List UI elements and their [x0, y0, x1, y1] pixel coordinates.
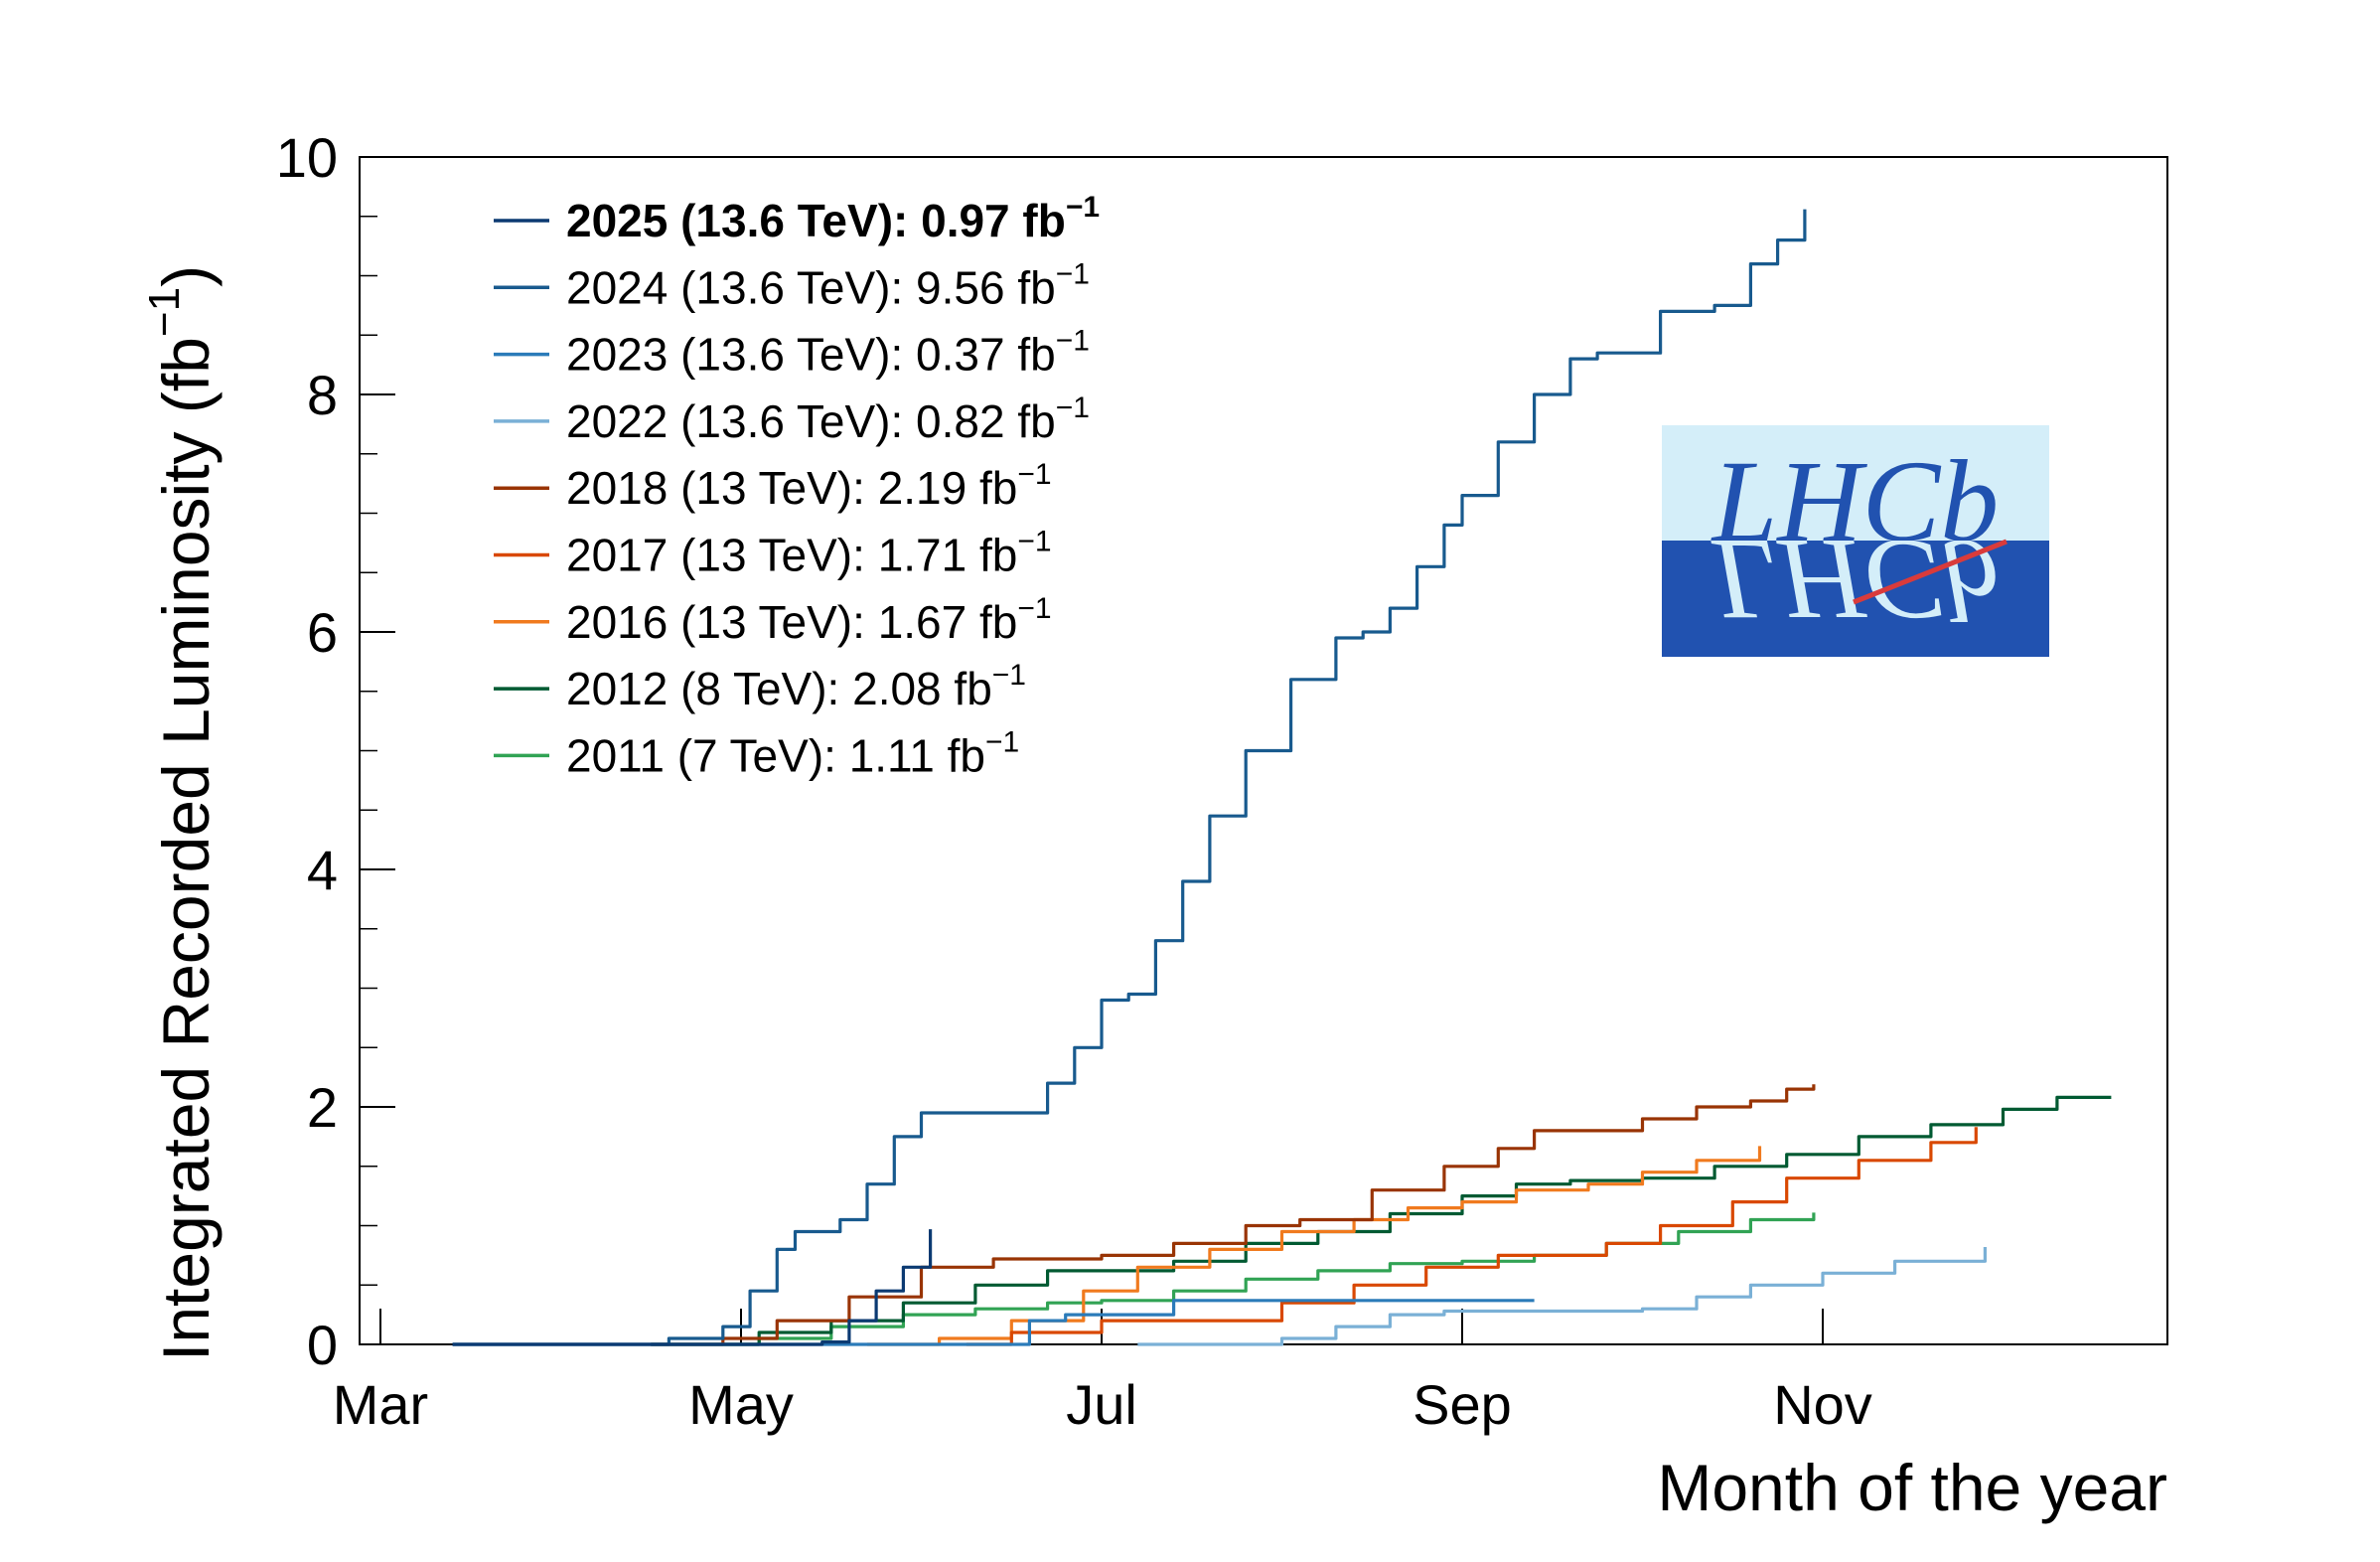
y-tick-label: 6 [307, 601, 338, 664]
series-line-2016 [867, 1146, 1762, 1346]
x-tick-label: Nov [1773, 1373, 1872, 1436]
legend-exponent: −1 [1056, 325, 1090, 358]
logo-wordmark-reflection: LHCb [1711, 515, 2000, 645]
logo-red-slash [1853, 539, 2008, 605]
legend-label: 2011 (7 TeV): 1.11 fb [566, 729, 985, 781]
legend-label: 2016 (13 TeV): 1.67 fb [566, 596, 1017, 648]
legend-exponent: −1 [985, 725, 1019, 758]
series-line-2012 [651, 1095, 2112, 1346]
y-axis-title: Integrated Recorded Luminosity (fb−1) [140, 265, 223, 1361]
legend-exponent: −1 [1066, 191, 1100, 224]
legend-entry-2012: 2012 (8 TeV): 2.08 fb−1 [566, 659, 1026, 714]
legend-exponent: −1 [1056, 391, 1090, 424]
legend-label: 2023 (13.6 TeV): 0.37 fb [566, 329, 1056, 381]
legend-entry-2011: 2011 (7 TeV): 1.11 fb−1 [566, 725, 1019, 781]
legend-exponent: −1 [1017, 592, 1051, 625]
y-axis-title-close: ) [149, 265, 223, 287]
legend-entry-2016: 2016 (13 TeV): 1.67 fb−1 [566, 592, 1052, 648]
y-tick-label: 4 [307, 839, 338, 901]
legend-entry-2025: 2025 (13.6 TeV): 0.97 fb−1 [566, 191, 1100, 246]
logo-bottom-band [1662, 541, 2049, 657]
x-tick-label: Sep [1413, 1373, 1512, 1436]
legend-label: 2024 (13.6 TeV): 9.56 fb [566, 261, 1056, 313]
y-axis-title-exp: −1 [140, 287, 189, 337]
x-axis: Mar May Jul Sep Nov [333, 1309, 1872, 1436]
legend-exponent: −1 [992, 659, 1026, 692]
legend-exponent: −1 [1056, 257, 1090, 290]
series-line-2023 [452, 1299, 1535, 1346]
legend-entry-2017: 2017 (13 TeV): 1.71 fb−1 [566, 526, 1052, 581]
series-line-2022 [1137, 1247, 1987, 1346]
legend-label: 2025 (13.6 TeV): 0.97 fb [566, 195, 1066, 246]
y-tick-label: 0 [307, 1314, 338, 1376]
y-axis-title-main: Integrated Recorded Luminosity (fb [149, 337, 223, 1361]
y-tick-label: 10 [276, 126, 338, 189]
logo-top-band [1662, 425, 2049, 541]
y-tick-label: 8 [307, 364, 338, 426]
legend-label: 2017 (13 TeV): 1.71 fb [566, 530, 1017, 581]
legend-entry-2022: 2022 (13.6 TeV): 0.82 fb−1 [566, 391, 1090, 447]
legend-exponent: −1 [1017, 526, 1051, 558]
series-line-2024 [452, 209, 1807, 1346]
series-line-2018 [651, 1084, 1816, 1346]
series-line-2017 [966, 1127, 1978, 1346]
x-axis-title: Month of the year [1657, 1451, 2167, 1524]
series-line-2025 [452, 1229, 933, 1346]
series-lines [452, 209, 2112, 1346]
x-tick-label: May [688, 1373, 794, 1436]
legend-label: 2012 (8 TeV): 2.08 fb [566, 663, 992, 714]
x-tick-label: Mar [333, 1373, 428, 1436]
legend-entry-2024: 2024 (13.6 TeV): 9.56 fb−1 [566, 257, 1090, 313]
lhcb-logo: LHCb LHCb [1662, 425, 2049, 657]
y-axis-title-group: Integrated Recorded Luminosity (fb−1) [140, 265, 223, 1361]
legend-entry-2023: 2023 (13.6 TeV): 0.37 fb−1 [566, 325, 1090, 381]
legend-label: 2018 (13 TeV): 2.19 fb [566, 462, 1017, 514]
legend-entry-2018: 2018 (13 TeV): 2.19 fb−1 [566, 458, 1052, 514]
legend-label: 2022 (13.6 TeV): 0.82 fb [566, 395, 1056, 447]
legend-exponent: −1 [1017, 458, 1051, 491]
x-tick-label: Jul [1066, 1373, 1137, 1436]
logo-wordmark: LHCb [1711, 436, 2000, 566]
y-tick-label: 2 [307, 1076, 338, 1139]
y-axis: 0 2 4 6 8 10 [276, 126, 395, 1376]
